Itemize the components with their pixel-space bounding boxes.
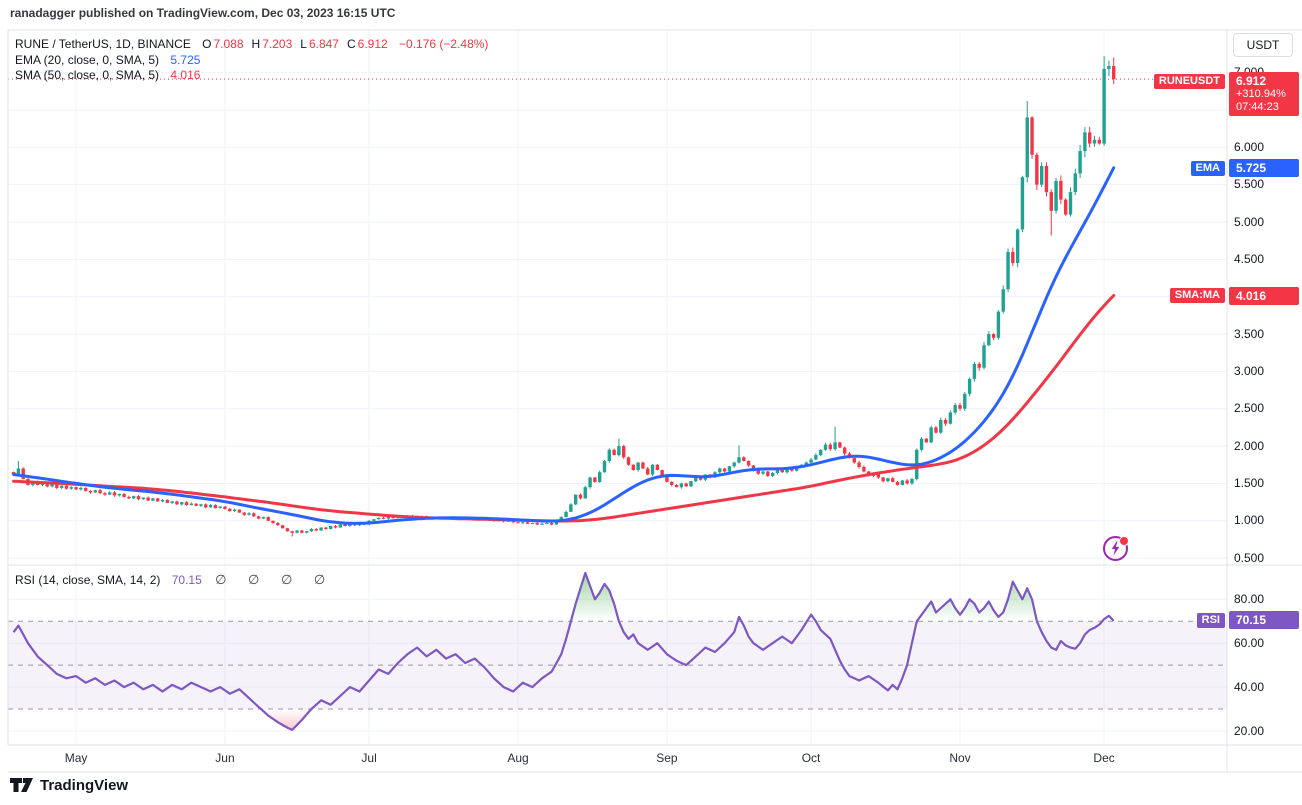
ohlc-values: O 7.088 H 7.203 L 6.847 C 6.912: [194, 37, 388, 51]
month-tick-label: Dec: [1093, 751, 1115, 765]
price-tick-label: 4.500: [1234, 251, 1265, 266]
symbol-title: RUNE / TetherUS, 1D, BINANCE: [15, 37, 191, 51]
notification-dot: [1119, 536, 1129, 546]
ema-tag: EMA: [1190, 161, 1225, 176]
month-tick-label: Jun: [215, 751, 235, 765]
sma-label: SMA (50, close, 0, SMA, 5): [15, 68, 160, 82]
rsi-tick-label: 80.00: [1234, 591, 1265, 606]
rsi-tag: RSI: [1196, 613, 1225, 628]
technicals-lightning-icon[interactable]: [1103, 536, 1129, 561]
price-tick-label: 1.000: [1234, 513, 1265, 528]
month-tick-label: Oct: [801, 751, 821, 765]
currency-toggle-button[interactable]: USDT: [1233, 33, 1293, 57]
rsi-empty-plot-slots: ∅ ∅ ∅ ∅: [215, 572, 335, 587]
rsi-legend-row[interactable]: RSI (14, close, SMA, 14, 2) 70.15 ∅ ∅ ∅ …: [15, 572, 334, 588]
ema-label: EMA (20, close, 0, SMA, 5): [15, 53, 160, 67]
month-tick-label: May: [64, 751, 88, 765]
ohlc-item: H 7.203: [251, 37, 293, 51]
sma-value: 4.016: [170, 68, 201, 82]
sma-axis-label: 4.016: [1229, 287, 1299, 305]
rsi-axis-label: 70.15: [1229, 611, 1299, 629]
ema-axis-value: 5.725: [1236, 161, 1267, 175]
sma-axis-value: 4.016: [1236, 289, 1267, 303]
price-tick-label: 1.500: [1234, 475, 1265, 490]
symbol-legend-row[interactable]: RUNE / TetherUS, 1D, BINANCE O 7.088 H 7.20…: [15, 37, 488, 51]
month-tick-label: Nov: [949, 751, 971, 765]
price-tick-label: 2.500: [1234, 401, 1265, 416]
price-tick-label: 5.500: [1234, 177, 1265, 192]
symbol-price-tag: RUNEUSDT: [1153, 74, 1225, 89]
price-tick-label: 3.000: [1234, 363, 1265, 378]
tradingview-logo[interactable]: TradingView: [10, 775, 128, 796]
change-percent-value: +310.94%: [1236, 88, 1286, 100]
ohlc-item: C 6.912: [346, 37, 388, 51]
sma-legend-row[interactable]: SMA (50, close, 0, SMA, 5) 4.016: [15, 68, 200, 82]
rsi-label: RSI (14, close, SMA, 14, 2): [15, 573, 161, 587]
price-tick-label: 0.500: [1234, 550, 1265, 565]
lightning-bolt-icon: [1111, 541, 1120, 556]
ema-axis-label: 5.725: [1229, 159, 1299, 177]
tradingview-logo-text: TradingView: [40, 777, 129, 794]
month-tick-label: Jul: [361, 751, 377, 765]
price-tick-label: 2.000: [1234, 438, 1265, 453]
rsi-tick-label: 40.00: [1234, 679, 1265, 694]
month-tick-label: Aug: [507, 751, 529, 765]
last-price-value: 6.912: [1236, 74, 1267, 88]
published-attribution-line: ranadagger published on TradingView.com,…: [10, 6, 396, 20]
last-price-axis-label: 6.912 +310.94% 07:44:23: [1229, 72, 1299, 116]
change-value: −0.176 (−2.48%): [399, 37, 489, 51]
price-tick-label: 5.000: [1234, 214, 1265, 229]
price-tick-label: 3.500: [1234, 326, 1265, 341]
rsi-tick-label: 60.00: [1234, 635, 1265, 650]
ohlc-item: O 7.088: [202, 37, 244, 51]
ema-value: 5.725: [170, 53, 201, 67]
tradingview-logo-icon: [10, 778, 33, 792]
bar-countdown-timer: 07:44:23: [1236, 101, 1279, 113]
rsi-tick-label: 20.00: [1234, 723, 1265, 738]
ohlc-item: L 6.847: [300, 37, 339, 51]
price-tick-label: 6.000: [1234, 139, 1265, 154]
currency-toggle-label: USDT: [1246, 38, 1280, 52]
rsi-axis-value: 70.15: [1236, 613, 1267, 627]
rsi-value: 70.15: [171, 573, 202, 587]
month-tick-label: Sep: [656, 751, 678, 765]
sma-tag: SMA:MA: [1169, 288, 1225, 303]
ema-legend-row[interactable]: EMA (20, close, 0, SMA, 5) 5.725: [15, 53, 200, 67]
